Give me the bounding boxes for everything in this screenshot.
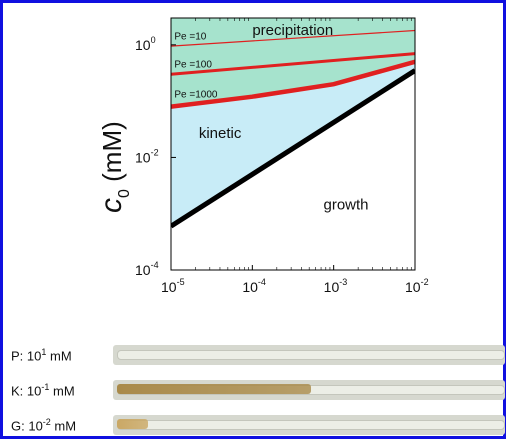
pe-label-2: Pe =1000 bbox=[174, 90, 218, 101]
x-tick-label-0: 10-5 bbox=[161, 277, 185, 295]
y-axis-label: c0 (mM) bbox=[95, 121, 133, 213]
tube-photo-1 bbox=[113, 380, 505, 400]
y-tick-label-1: 10-2 bbox=[135, 147, 159, 165]
pe-curve-2 bbox=[171, 59, 415, 109]
tube-photo-2 bbox=[113, 415, 505, 435]
tube-deposit-2 bbox=[117, 419, 149, 429]
pe-label-1: Pe =100 bbox=[174, 59, 212, 70]
x-tick-label-3: 10-2 bbox=[405, 277, 429, 295]
tube-photo-0 bbox=[113, 345, 505, 365]
tube-label-2: G: 10-2 mM bbox=[11, 417, 77, 434]
plot-frame bbox=[170, 17, 416, 271]
tube-label-1: K: 10-1 mM bbox=[11, 382, 75, 399]
x-axis-label: φ0 bbox=[281, 313, 306, 323]
x-tick-label-1: 10-4 bbox=[242, 277, 266, 295]
phase-diagram: Pe =10 Pe =100 Pe =1000 precipitation kineti… bbox=[95, 17, 429, 323]
pe-curve-1 bbox=[171, 52, 415, 76]
growth-boundary-line bbox=[171, 68, 415, 229]
x-tick-label-2: 10-3 bbox=[324, 277, 348, 295]
pe-curve-0 bbox=[171, 29, 415, 47]
region-precipitation-area bbox=[171, 18, 415, 107]
pe-label-0: Pe =10 bbox=[174, 31, 206, 42]
region-label-1: kinetic bbox=[199, 125, 242, 142]
tube-deposit-1 bbox=[117, 384, 311, 394]
y-tick-label-2: 100 bbox=[135, 35, 156, 53]
region-label-2: growth bbox=[324, 196, 369, 213]
y-tick-label-0: 10-4 bbox=[135, 260, 159, 278]
tube-label-0: P: 101 mM bbox=[11, 347, 72, 364]
region-label-0: precipitation bbox=[252, 22, 333, 39]
